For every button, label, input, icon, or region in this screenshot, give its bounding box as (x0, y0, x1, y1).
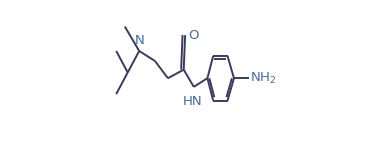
Text: HN: HN (183, 95, 203, 108)
Text: O: O (188, 29, 199, 42)
Text: NH$_2$: NH$_2$ (250, 71, 277, 86)
Text: N: N (134, 34, 144, 47)
